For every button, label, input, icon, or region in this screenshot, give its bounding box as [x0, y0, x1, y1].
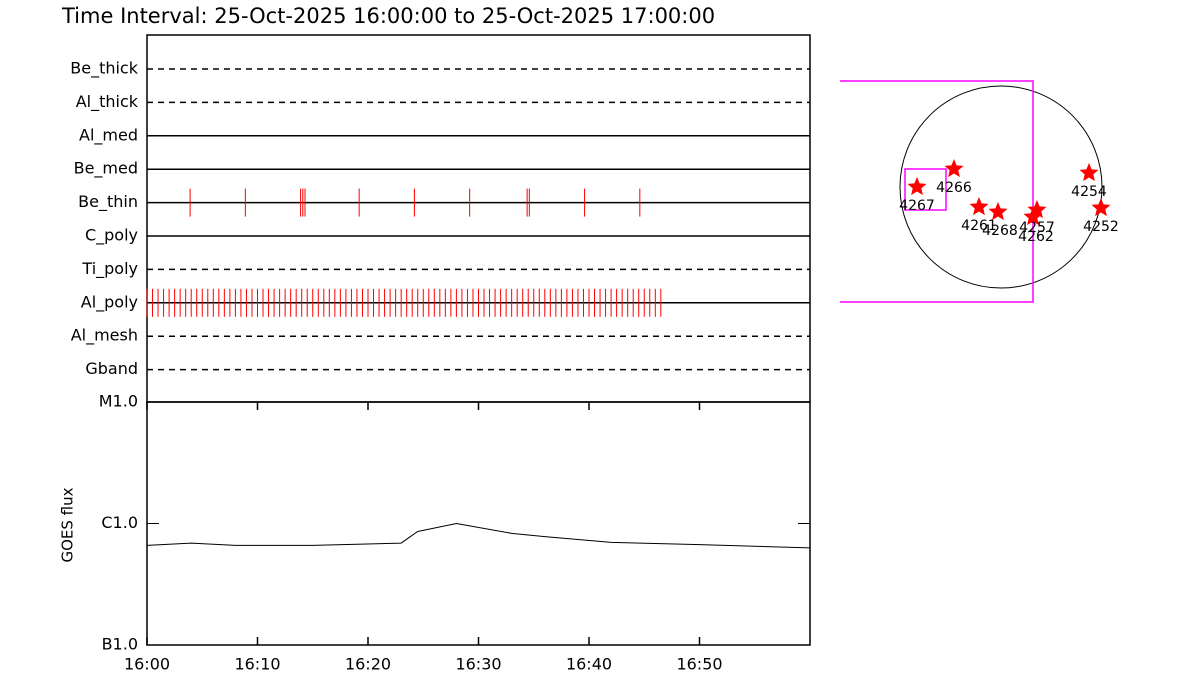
row-label: Gband: [85, 359, 138, 378]
x-tick-label: 16:10: [234, 655, 280, 674]
region-star: [1091, 198, 1111, 217]
region-label: 4252: [1083, 219, 1119, 235]
y-tick-label: M1.0: [99, 392, 138, 411]
x-tick-label: 16:40: [566, 655, 612, 674]
region-star: [988, 202, 1008, 221]
row-label: Be_med: [74, 159, 138, 179]
x-tick-label: 16:00: [124, 655, 170, 674]
chart-title: Time Interval: 25-Oct-2025 16:00:00 to 2…: [61, 4, 715, 28]
goes-frame: [146, 401, 811, 646]
y-axis-label: GOES flux: [59, 487, 77, 562]
region-star: [944, 159, 964, 178]
region-label: 4267: [899, 198, 935, 214]
region-label: 4261: [961, 218, 997, 234]
y-tick-label: B1.0: [102, 635, 138, 654]
region-star: [1023, 207, 1043, 226]
region-label: 4266: [936, 180, 972, 196]
timeline-frame: [146, 34, 811, 403]
x-tick-label: 16:30: [455, 655, 501, 674]
fov-box: [840, 80, 1034, 303]
context-map: [840, 80, 1103, 303]
goes-curve: [146, 522, 811, 549]
region-star: [1079, 163, 1099, 182]
row-label: Ti_poly: [81, 259, 138, 279]
x-tick-label: 16:50: [676, 655, 722, 674]
y-tick-label: C1.0: [101, 513, 138, 532]
row-label: Al_thick: [76, 92, 139, 112]
region-star: [907, 177, 927, 196]
row-label: Al_poly: [81, 292, 138, 312]
row-label: Be_thick: [70, 59, 138, 79]
x-tick-label: 16:20: [345, 655, 391, 674]
row-label: Al_mesh: [71, 326, 138, 346]
region-star: [969, 197, 989, 216]
row-label: Be_thin: [78, 192, 138, 212]
row-label: C_poly: [85, 226, 138, 246]
fov-box-small: [904, 168, 947, 211]
region-label: 4262: [1018, 229, 1054, 245]
solar-disk: [899, 85, 1103, 289]
region-label: 4254: [1071, 184, 1107, 200]
region-label: 4268: [982, 223, 1018, 239]
row-label: Al_med: [79, 125, 138, 145]
